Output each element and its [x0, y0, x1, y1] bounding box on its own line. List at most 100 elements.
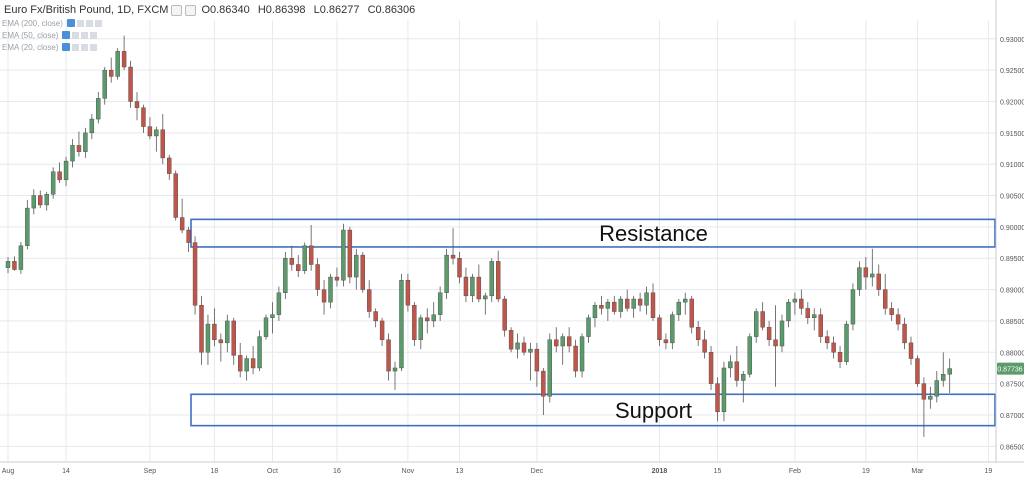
- indicator-row-ema200[interactable]: EMA (200, close): [2, 17, 102, 29]
- open-value: O0.86340: [201, 4, 250, 16]
- candle-down: [186, 229, 191, 243]
- candle-down: [637, 298, 643, 306]
- candle-down: [895, 314, 901, 325]
- candle-up: [515, 342, 520, 350]
- candle-down: [818, 314, 823, 337]
- candle-down: [702, 339, 707, 353]
- candle-down: [179, 217, 185, 231]
- y-tick-label: 0.92000: [1000, 100, 1024, 107]
- candle-up: [44, 194, 49, 206]
- low-value: L0.86277: [313, 4, 360, 16]
- candle-up: [579, 336, 585, 372]
- indicator-row-ema50[interactable]: EMA (50, close): [2, 29, 98, 41]
- candle-down: [450, 254, 456, 259]
- close-icon[interactable]: [94, 19, 102, 27]
- candle-up: [50, 171, 56, 195]
- eye-icon[interactable]: [62, 43, 71, 51]
- candle-down: [521, 342, 527, 353]
- candle-up: [792, 298, 798, 303]
- x-tick-label: 2018: [652, 468, 668, 475]
- x-tick-label: 18: [211, 468, 219, 475]
- settings-button[interactable]: [185, 4, 197, 16]
- candle-up: [470, 276, 475, 297]
- candle-down: [12, 261, 17, 270]
- candle-down: [425, 317, 430, 322]
- candle-up: [644, 292, 649, 306]
- support-label: Support: [615, 398, 692, 423]
- compare-button[interactable]: [171, 4, 183, 16]
- candle-down: [192, 242, 198, 306]
- candle-up: [302, 245, 307, 271]
- plus-icon[interactable]: [81, 43, 89, 51]
- candle-down: [508, 330, 514, 350]
- candle-down: [412, 305, 417, 340]
- grid: [0, 20, 996, 462]
- y-tick-label: 0.87500: [1000, 382, 1024, 389]
- settings-icon[interactable]: [72, 43, 80, 51]
- settings-icon[interactable]: [72, 31, 80, 39]
- candle-down: [831, 342, 836, 353]
- candle-down: [405, 279, 411, 306]
- candle-down: [908, 342, 914, 359]
- candle-up: [941, 374, 946, 381]
- candle-down: [599, 305, 604, 309]
- candle-down: [902, 323, 907, 344]
- candle-down: [373, 311, 378, 322]
- candle-down: [715, 383, 720, 413]
- close-value: C0.86306: [367, 4, 416, 16]
- y-tick-label: 0.89000: [1000, 288, 1024, 295]
- x-tick-label: 13: [456, 468, 464, 475]
- candle-up: [276, 292, 282, 315]
- symbol-title: Euro Fx/British Pound, 1D, FXCM: [4, 4, 169, 16]
- candle-up: [154, 129, 159, 137]
- candle-down: [237, 355, 243, 372]
- candle-up: [354, 254, 359, 278]
- candle-down: [837, 352, 843, 362]
- candle-down: [863, 267, 869, 278]
- candle-up: [392, 367, 398, 372]
- candle-down: [173, 173, 178, 218]
- indicator-row-ema20[interactable]: EMA (20, close): [2, 41, 98, 53]
- candle-up: [115, 51, 120, 77]
- candle-up: [586, 317, 591, 337]
- candle-down: [76, 145, 82, 152]
- plus-icon[interactable]: [81, 31, 89, 39]
- x-tick-label: Aug: [2, 468, 15, 475]
- candle-up: [928, 395, 933, 400]
- settings-icon[interactable]: [76, 19, 84, 27]
- candle-down: [773, 339, 778, 347]
- candle-down: [824, 336, 830, 344]
- close-icon[interactable]: [90, 31, 98, 39]
- close-icon[interactable]: [90, 43, 98, 51]
- candle-up: [328, 276, 333, 303]
- x-tick-label: 19: [985, 468, 993, 475]
- x-tick-label: Feb: [789, 468, 801, 475]
- x-tick-label: Sep: [144, 468, 157, 475]
- candle-down: [695, 327, 701, 340]
- candle-up: [741, 374, 746, 381]
- candle-down: [689, 298, 694, 328]
- candle-down: [476, 276, 482, 300]
- y-tick-label: 0.89500: [1000, 256, 1024, 263]
- candle-up: [399, 279, 404, 369]
- candle-up: [676, 301, 681, 315]
- candle-down: [566, 336, 572, 347]
- candle-up: [263, 317, 269, 337]
- candle-up: [547, 339, 552, 397]
- candle-up: [283, 258, 288, 293]
- candle-down: [308, 245, 314, 265]
- candle-up: [592, 305, 598, 319]
- candle-up: [341, 229, 346, 281]
- candle-down: [134, 101, 140, 108]
- eye-icon[interactable]: [66, 19, 75, 27]
- candle-down: [199, 305, 204, 353]
- candle-up: [870, 273, 875, 278]
- candle-up: [270, 314, 275, 319]
- candle-down: [625, 298, 630, 309]
- eye-icon[interactable]: [62, 31, 71, 39]
- plus-icon[interactable]: [85, 19, 93, 27]
- candle-up: [18, 245, 24, 270]
- candle-down: [128, 66, 133, 102]
